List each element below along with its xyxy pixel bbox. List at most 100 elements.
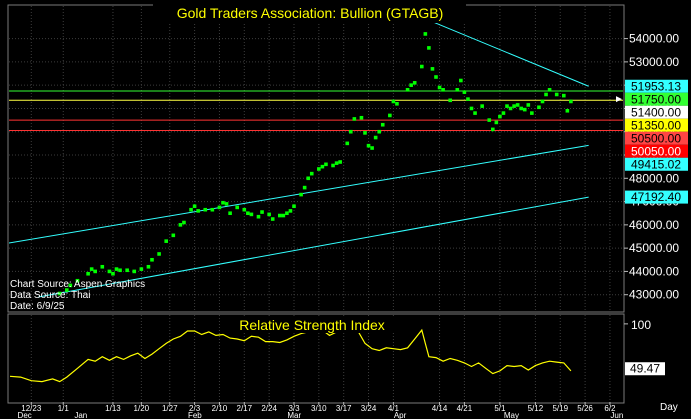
price-point	[363, 131, 367, 135]
price-point	[192, 204, 197, 209]
price-point	[562, 93, 566, 98]
x-tick-label: 5/19	[552, 404, 568, 413]
value-label-text: 51750.00	[631, 92, 681, 106]
price-point	[427, 46, 431, 50]
month-label: Jun	[610, 411, 623, 419]
price-point	[299, 192, 303, 197]
price-point	[370, 146, 374, 150]
price-point	[75, 278, 80, 283]
price-point	[522, 107, 527, 112]
value-label-box	[625, 131, 688, 145]
price-point	[178, 223, 183, 227]
price-point	[366, 143, 371, 148]
price-point	[267, 212, 271, 217]
price-point	[373, 135, 378, 140]
price-point	[515, 103, 520, 107]
price-y-axis: 43000.0044000.0045000.0046000.0047000.00…	[616, 32, 688, 302]
price-point	[182, 220, 186, 225]
price-point	[466, 97, 470, 101]
rsi-y-tick-label: 100	[631, 318, 651, 332]
x-tick-label: 2/17	[237, 404, 253, 413]
price-point	[491, 127, 495, 132]
month-label: Jan	[74, 411, 87, 419]
price-point	[288, 209, 293, 213]
price-point	[196, 209, 200, 213]
price-point	[302, 185, 307, 190]
price-overlays	[9, 18, 623, 298]
x-tick-label: 4/1	[388, 404, 400, 413]
price-point	[270, 217, 275, 221]
price-point	[462, 90, 467, 94]
x-tick-label: 2/3	[189, 404, 201, 413]
x-tick-label: 5/26	[577, 404, 593, 413]
price-point	[65, 288, 69, 292]
price-point	[246, 211, 250, 216]
price-point	[157, 252, 161, 256]
chart-source-note: Chart Source: Aspen Graphics	[10, 279, 145, 290]
rsi-grid	[30, 315, 611, 402]
price-point	[388, 113, 392, 118]
value-label-text: 50500.00	[631, 131, 681, 145]
price-point	[221, 200, 225, 205]
price-point	[537, 105, 541, 110]
price-point	[93, 269, 97, 274]
price-point	[68, 283, 73, 288]
price-point	[242, 207, 247, 212]
price-point	[547, 88, 552, 92]
value-label-text: 50050.00	[631, 144, 681, 158]
price-point	[412, 81, 417, 85]
price-point	[150, 257, 154, 262]
price-point	[498, 114, 502, 119]
price-point	[526, 103, 531, 107]
x-tick-label: 6/2	[604, 404, 616, 413]
rsi-series	[9, 326, 572, 383]
price-point	[334, 161, 339, 165]
price-panel-frame	[7, 4, 625, 313]
price-point	[554, 92, 559, 97]
price-point	[86, 271, 90, 276]
price-point	[508, 106, 513, 111]
price-chart-title: Gold Traders Association: Bullion (GTAGB…	[177, 5, 444, 21]
x-tick-label: 2/24	[261, 404, 277, 413]
price-y-tick-label: 44000.00	[629, 264, 679, 278]
value-label-text: 51953.13	[631, 79, 681, 93]
price-point	[505, 104, 509, 108]
price-point	[459, 78, 463, 83]
price-grid	[9, 6, 623, 311]
value-label-box	[625, 144, 688, 158]
price-point	[430, 67, 435, 71]
price-point	[469, 106, 474, 111]
price-y-tick-label: 53000.00	[629, 55, 679, 69]
price-point	[423, 32, 428, 36]
price-y-tick-label: 54000.00	[629, 32, 679, 46]
x-tick-label: 5/12	[528, 404, 544, 413]
price-point	[228, 211, 232, 216]
price-point	[420, 64, 424, 69]
price-point	[100, 264, 105, 269]
price-point	[324, 162, 328, 167]
month-label: Dec	[18, 411, 32, 419]
price-point	[480, 104, 484, 108]
price-point	[391, 99, 396, 104]
price-point	[260, 210, 264, 214]
price-point	[309, 171, 314, 176]
price-point	[437, 85, 442, 90]
rsi-last-value-label: 49.47	[630, 362, 660, 376]
price-series	[57, 32, 573, 296]
x-tick-label: 4/14	[432, 404, 448, 413]
price-point	[565, 108, 570, 113]
price-point	[405, 88, 410, 92]
price-point	[320, 164, 325, 169]
value-label-text: 51350.00	[631, 118, 681, 132]
price-point	[285, 211, 289, 216]
x-axis-unit-label: Day	[660, 402, 678, 413]
value-label-box	[625, 92, 688, 106]
x-tick-label: 5/1	[494, 404, 506, 413]
value-label-box	[625, 79, 688, 93]
x-tick-label: 1/1	[58, 404, 70, 413]
price-point	[146, 264, 151, 269]
price-point	[380, 122, 385, 127]
x-tick-label: 2/10	[212, 404, 228, 413]
price-point	[455, 88, 460, 92]
